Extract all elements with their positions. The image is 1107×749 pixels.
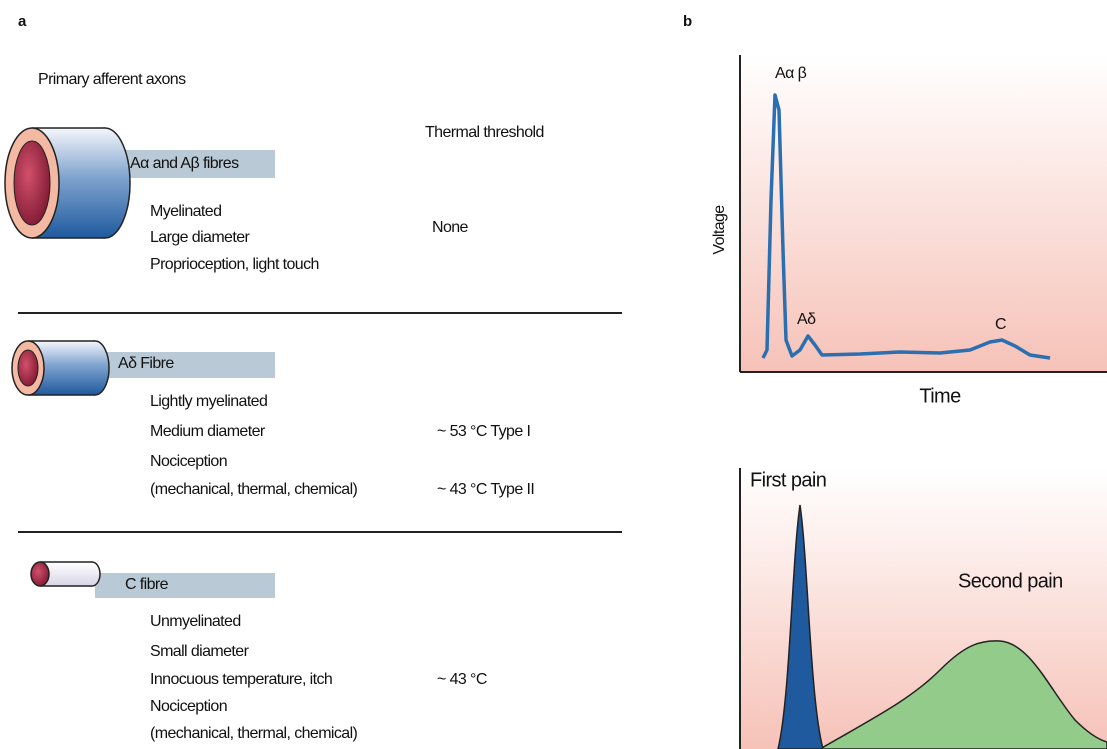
fibre-property: Medium diameter [150,423,266,440]
fibre-icon [11,340,275,396]
threshold: ~ 43 °C [437,671,487,688]
fibre-name: Aα and Aβ fibres [130,155,239,172]
fibre-icon [4,127,275,239]
fibre-name: C fibre [125,576,169,593]
fibre-property: Innocuous temperature, itch [150,671,332,688]
threshold: ~ 53 °C Type I [437,423,530,440]
axis-label: Time [919,385,961,407]
fibre-name: Aδ Fibre [118,355,174,372]
fibre-property: (mechanical, thermal, chemical) [150,725,358,742]
fibre-property: Large diameter [150,229,250,246]
threshold-header: Thermal threshold [425,124,544,141]
fibre-property: Nociception [150,698,227,715]
fibre-icon [30,561,275,598]
axis-label: Voltage [711,205,728,255]
peak-label: C [995,316,1006,333]
pain-plot [739,468,1107,749]
panel-label: a [18,13,27,30]
threshold: None [432,219,469,236]
threshold: ~ 43 °C Type II [437,481,534,498]
peak-label: Aδ [797,311,816,328]
pain-label: Second pain [958,570,1063,592]
fibre-property: Small diameter [150,643,250,660]
fibre-property: (mechanical, thermal, chemical) [150,481,358,498]
fibre-property: Unmyelinated [150,613,241,630]
fibre-property: Lightly myelinated [150,393,267,410]
panel-title: Primary afferent axons [38,71,186,88]
panel-label: b [683,13,692,30]
peak-label: Aα β [775,65,807,82]
fibre-property: Proprioception, light touch [150,256,319,273]
voltage-plot [739,55,1107,373]
fibre-property: Myelinated [150,203,221,220]
pain-label: First pain [750,469,826,491]
fibre-property: Nociception [150,453,227,470]
